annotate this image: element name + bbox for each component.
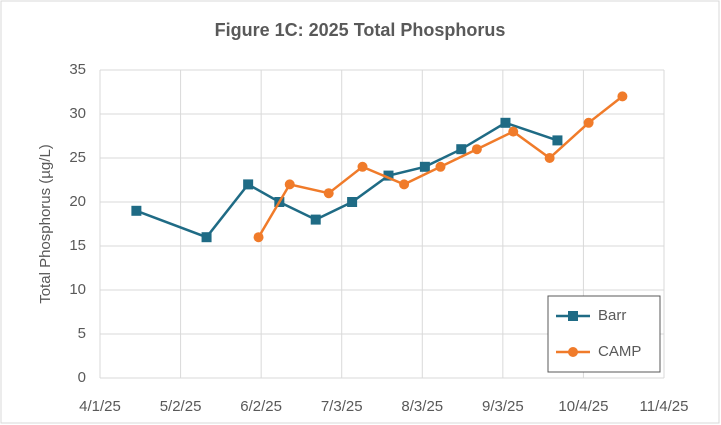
marker [323, 188, 334, 199]
marker [471, 144, 482, 155]
chart-title: Figure 1C: 2025 Total Phosphorus [215, 20, 506, 40]
marker [383, 170, 394, 181]
y-tick-label: 0 [78, 369, 86, 386]
x-tick-label: 9/3/25 [482, 398, 524, 415]
x-tick-label: 6/2/25 [240, 398, 282, 415]
y-tick-label: 10 [69, 281, 86, 298]
y-tick-label: 20 [69, 193, 86, 210]
x-tick-label: 5/2/25 [160, 398, 202, 415]
marker [456, 144, 467, 155]
marker [500, 117, 511, 128]
y-tick-label: 35 [69, 61, 86, 78]
marker [253, 232, 264, 243]
marker [131, 205, 142, 216]
marker [284, 179, 295, 190]
marker [310, 214, 321, 225]
x-tick-label: 7/3/25 [321, 398, 363, 415]
y-tick-label: 25 [69, 149, 86, 166]
y-tick-label: 15 [69, 237, 86, 254]
marker [419, 161, 430, 172]
marker [347, 197, 358, 207]
marker [508, 126, 519, 137]
x-tick-label: 8/3/25 [401, 398, 443, 415]
y-tick-label: 5 [78, 325, 86, 342]
y-tick-label: 30 [69, 105, 86, 122]
x-tick-label: 11/4/25 [640, 398, 689, 415]
legend-box [547, 295, 661, 373]
legend-marker [568, 311, 578, 321]
y-axis-label: Total Phosphorus (µg/L) [37, 144, 54, 304]
x-tick-label: 10/4/25 [558, 398, 608, 415]
marker [243, 179, 254, 190]
legend-label: CAMP [598, 343, 641, 360]
marker [552, 135, 563, 146]
marker [201, 232, 212, 243]
x-tick-label: 4/1/25 [79, 398, 121, 415]
marker [357, 161, 368, 172]
marker [583, 117, 594, 128]
marker [544, 153, 555, 163]
legend-label: Barr [598, 307, 626, 324]
marker [399, 179, 410, 190]
legend-marker [568, 347, 578, 357]
marker [617, 91, 628, 102]
marker [435, 161, 446, 172]
